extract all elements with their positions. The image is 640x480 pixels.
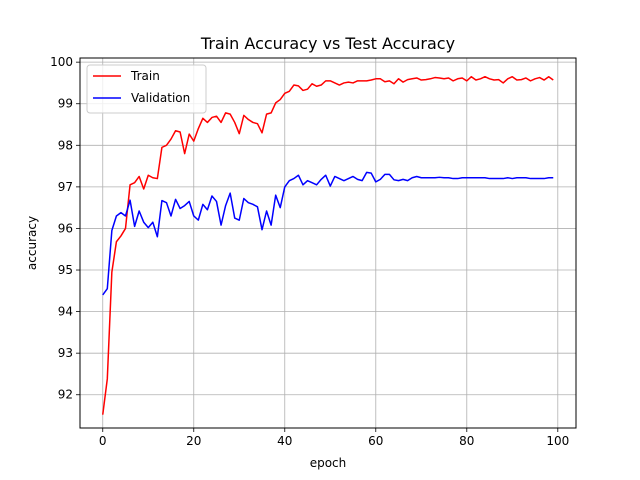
legend-label-validation: Validation [131, 91, 190, 105]
x-tick-label: 40 [277, 434, 292, 448]
series-lines [102, 75, 554, 415]
x-tick-label: 20 [186, 434, 201, 448]
y-tick-label: 97 [58, 180, 73, 194]
y-tick-label: 93 [58, 346, 73, 360]
series-line-validation [102, 171, 554, 296]
y-tick-label: 100 [50, 55, 73, 69]
y-tick-label: 95 [58, 263, 73, 277]
legend-label-train: Train [130, 69, 160, 83]
x-tick-label: 80 [459, 434, 474, 448]
legend-box [86, 64, 207, 114]
y-tick-label: 96 [58, 221, 73, 235]
y-tick-label: 98 [58, 138, 73, 152]
grid [80, 58, 576, 428]
x-tick-label: 0 [99, 434, 107, 448]
x-tick-label: 100 [546, 434, 569, 448]
x-axis-label: epoch [310, 456, 347, 470]
y-tick-label: 94 [58, 305, 73, 319]
axis-ticks: 0 20 40 60 80 100 92 93 94 95 96 97 98 99 100 [50, 55, 569, 448]
chart-title: Train Accuracy vs Test Accuracy [200, 34, 455, 53]
series-line-train [102, 75, 554, 415]
y-axis-label: accuracy [25, 216, 39, 270]
x-tick-label: 60 [368, 434, 383, 448]
y-tick-label: 92 [58, 388, 73, 402]
legend: Train Validation [86, 64, 207, 114]
plot-frame [79, 57, 577, 429]
y-tick-label: 99 [58, 97, 73, 111]
